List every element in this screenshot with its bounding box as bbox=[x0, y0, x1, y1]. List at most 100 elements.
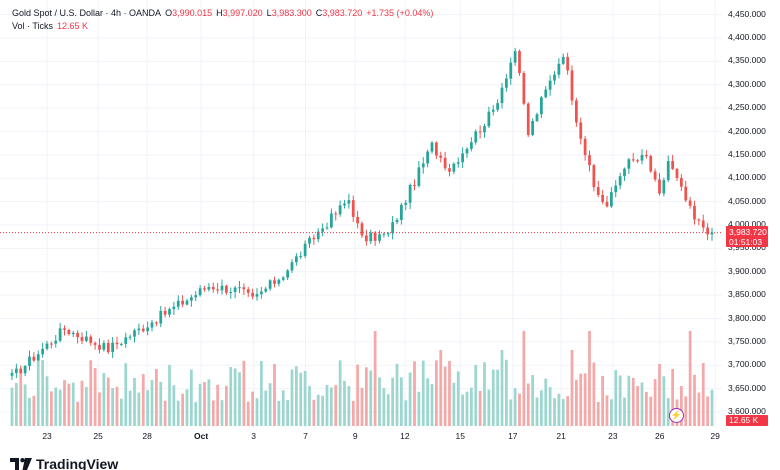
candle-body bbox=[168, 309, 171, 315]
price-axis-label: 4,450.000 bbox=[728, 8, 766, 19]
candle-body bbox=[522, 73, 526, 104]
volume-bar bbox=[434, 360, 438, 426]
legend-volume-label[interactable]: Vol · Ticks bbox=[12, 21, 54, 31]
volume-bar bbox=[146, 390, 150, 426]
candle-body bbox=[32, 356, 36, 361]
volume-bar bbox=[229, 367, 233, 426]
candle-body bbox=[246, 289, 250, 293]
volume-bar bbox=[653, 379, 657, 426]
candle-body bbox=[627, 159, 631, 169]
candle-body bbox=[325, 227, 329, 229]
candle-body bbox=[93, 342, 97, 345]
price-axis-label: 3,900.000 bbox=[728, 265, 766, 276]
volume-bar bbox=[119, 398, 123, 426]
volume-bar bbox=[382, 388, 386, 426]
volume-bar bbox=[596, 401, 600, 426]
candle-body bbox=[251, 292, 255, 297]
candle-body bbox=[649, 155, 653, 172]
volume-bar bbox=[539, 390, 543, 426]
volume-bar bbox=[513, 388, 517, 426]
candle-body bbox=[684, 186, 688, 201]
time-axis-label: 15 bbox=[455, 431, 465, 441]
volume-bar bbox=[19, 373, 23, 426]
volume-bar bbox=[303, 370, 307, 426]
candle-body bbox=[465, 148, 469, 154]
volume-bar bbox=[509, 399, 513, 426]
legend-change: +1.735 (+0.04%) bbox=[366, 8, 434, 18]
volume-bar bbox=[601, 376, 605, 426]
volume-bar bbox=[334, 385, 338, 426]
candle-body bbox=[71, 332, 75, 335]
candle-body bbox=[229, 292, 233, 294]
time-axis-label: 7 bbox=[303, 431, 308, 441]
volume-bar bbox=[706, 396, 710, 426]
candle-body bbox=[426, 151, 430, 164]
volume-bar bbox=[194, 402, 198, 426]
tradingview-logo-icon bbox=[10, 458, 32, 470]
time-axis-label: 9 bbox=[352, 431, 358, 441]
lightning-icon[interactable]: ⚡ bbox=[669, 408, 684, 423]
candle-body bbox=[124, 337, 128, 344]
time-axis-label: 23 bbox=[608, 431, 618, 441]
candle-body bbox=[382, 233, 386, 235]
volume-bar bbox=[203, 382, 206, 426]
candle-body bbox=[356, 216, 360, 224]
candle-body bbox=[474, 131, 478, 143]
candle-body bbox=[609, 192, 613, 207]
candle-body bbox=[675, 168, 679, 179]
candle-body bbox=[518, 51, 521, 74]
volume-bar bbox=[609, 399, 613, 426]
legend-open-value: 3,990.015 bbox=[172, 8, 213, 18]
volume-bar bbox=[251, 391, 255, 426]
volume-bar bbox=[697, 392, 701, 426]
volume-bar bbox=[439, 350, 443, 426]
candle-body bbox=[176, 300, 180, 307]
candle-body bbox=[618, 176, 622, 186]
legend-symbol[interactable]: Gold Spot / U.S. Dollar · 4h · OANDA bbox=[12, 8, 162, 18]
volume-bar bbox=[259, 361, 263, 426]
volume-bar bbox=[98, 392, 101, 426]
candle-body bbox=[255, 294, 259, 297]
volume-bar bbox=[631, 377, 635, 426]
volume-bar bbox=[137, 392, 141, 426]
candle-body bbox=[579, 122, 583, 139]
volume-bar bbox=[216, 384, 220, 426]
candle-body bbox=[623, 168, 626, 177]
volume-bar bbox=[329, 387, 333, 426]
volume-bar bbox=[404, 400, 408, 426]
volume-bar bbox=[49, 391, 53, 426]
candle-body bbox=[281, 277, 285, 280]
candle-body bbox=[137, 328, 141, 331]
candle-body bbox=[360, 223, 364, 236]
candle-body bbox=[264, 288, 268, 292]
candle-body bbox=[688, 200, 692, 206]
volume-bar bbox=[526, 383, 530, 426]
volume-bar bbox=[150, 380, 154, 426]
volume-bar bbox=[189, 369, 193, 426]
candle-body bbox=[666, 161, 670, 181]
volume-bar bbox=[356, 364, 360, 426]
candle-body bbox=[238, 287, 241, 289]
volume-bar bbox=[553, 398, 556, 426]
candle-body bbox=[84, 336, 88, 341]
volume-bar bbox=[364, 367, 368, 426]
volume-bar bbox=[277, 400, 281, 426]
price-axis-label: 4,250.000 bbox=[728, 102, 766, 113]
price-axis-label: 4,300.000 bbox=[728, 78, 766, 89]
candle-body bbox=[417, 167, 421, 186]
candle-body bbox=[504, 78, 508, 88]
candle-body bbox=[679, 178, 683, 187]
volume-bar bbox=[347, 386, 351, 426]
candle-body bbox=[343, 203, 346, 206]
volume-bar bbox=[246, 401, 250, 426]
volume-bar bbox=[54, 387, 58, 426]
tradingview-logo[interactable]: TradingView bbox=[10, 456, 118, 470]
legend-close-label: C bbox=[315, 8, 323, 18]
candle-body bbox=[321, 228, 325, 232]
candle-body bbox=[308, 237, 311, 244]
candle-body bbox=[316, 231, 320, 240]
price-axis-label: 3,850.000 bbox=[728, 289, 766, 300]
volume-bar bbox=[483, 362, 486, 426]
